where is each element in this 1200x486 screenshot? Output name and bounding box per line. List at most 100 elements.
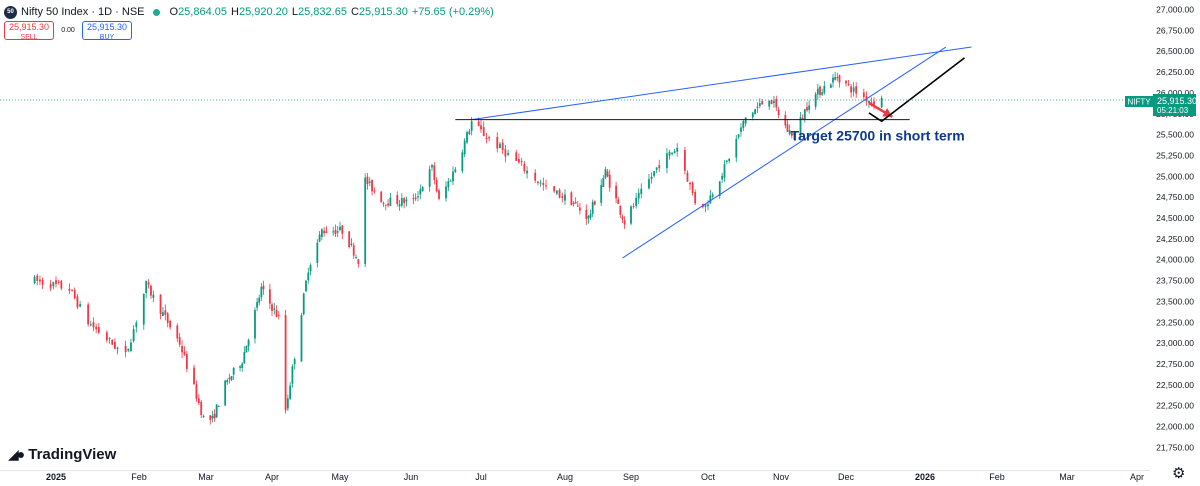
candle-body [396, 195, 399, 205]
candle-body [555, 190, 558, 194]
candle-body [880, 97, 883, 108]
candle-body [587, 215, 590, 219]
drawings-layer[interactable]: Target 25700 in short term [455, 46, 972, 259]
low-value: 25,832.65 [298, 6, 347, 18]
candle-body [468, 131, 471, 134]
candle-body [433, 165, 436, 181]
candle-body [838, 75, 841, 83]
candle-body [230, 376, 233, 380]
gear-icon[interactable]: ⚙ [1172, 465, 1186, 482]
candle-body [262, 285, 265, 290]
spread-value: 0.00 [61, 27, 75, 34]
y-tick-label: 25,250.00 [1156, 150, 1194, 160]
open-value: 25,864.05 [178, 6, 227, 18]
x-tick-label: Jun [404, 472, 419, 482]
x-tick-label: Jul [475, 472, 487, 482]
candle-body [366, 176, 369, 185]
close-value: 25,915.30 [358, 6, 408, 18]
high-value: 25,920.20 [238, 6, 288, 18]
candle-body [277, 314, 280, 316]
candle-body [585, 209, 588, 220]
x-tick-label: May [331, 472, 349, 482]
candle-body [721, 175, 724, 180]
candle-body [591, 202, 594, 214]
candle-body [89, 324, 92, 326]
candle-body [534, 172, 537, 181]
candle-body [773, 101, 775, 104]
candle-body [694, 192, 697, 204]
candle-body [600, 185, 603, 203]
candle-body [400, 198, 403, 206]
candle-body [777, 109, 780, 116]
projection-path [868, 57, 965, 123]
candle-body [589, 213, 592, 218]
candle-body [621, 216, 624, 220]
candle-body [684, 150, 686, 171]
candle-body [553, 186, 556, 192]
tradingview-branding[interactable]: ◢● TradingView [8, 446, 116, 463]
price-axis[interactable]: 27,000.00 26,750.00 26,500.00 26,250.00 26,0… [1156, 5, 1194, 453]
candle-body [438, 190, 440, 199]
candle-body [132, 329, 135, 342]
y-tick-label: 23,250.00 [1156, 317, 1194, 327]
candle-body [176, 325, 179, 339]
candle-body [671, 152, 673, 154]
y-tick-label: 22,750.00 [1156, 359, 1194, 369]
sell-button[interactable]: 25,915.30 SELL [4, 21, 54, 41]
countdown-text: 05:21:03 [1157, 106, 1189, 115]
candle-body [650, 176, 653, 180]
y-tick-label: 26,500.00 [1156, 46, 1194, 56]
candle-body [488, 137, 491, 139]
candle-body [520, 161, 523, 163]
candle-body [371, 179, 373, 192]
candle-body [286, 398, 289, 409]
y-tick-label: 26,750.00 [1156, 25, 1194, 35]
candle-body [799, 117, 802, 136]
candle-body [33, 276, 36, 284]
candle-body [870, 102, 873, 104]
candle-body [518, 159, 520, 163]
open-label: O [169, 6, 179, 18]
candle-body [200, 401, 203, 416]
candle-body [421, 187, 424, 192]
candle-body [348, 231, 351, 248]
candle-body [232, 367, 235, 375]
candle-body [814, 93, 817, 107]
symbol-title[interactable]: Nifty 50 Index · 1D · NSE [21, 6, 145, 18]
candle-body [836, 77, 839, 79]
candle-body [352, 245, 355, 256]
candle-body [735, 138, 738, 158]
candle-body [405, 199, 408, 202]
candle-body [197, 398, 200, 404]
candle-body [507, 153, 509, 155]
candle-body [39, 279, 41, 282]
candle-body [332, 231, 335, 233]
x-tick-label: Oct [701, 472, 716, 482]
candle-body [389, 197, 392, 206]
x-tick-label: Aug [557, 472, 573, 482]
y-tick-label: 23,500.00 [1156, 296, 1194, 306]
candle-body [711, 194, 714, 197]
candle-body [761, 101, 764, 105]
candle-body [111, 339, 114, 345]
symbol-tag-text: NIFTY [1127, 98, 1151, 107]
x-tick-label: Nov [773, 472, 790, 482]
candle-body [178, 337, 181, 345]
x-tick-label: Apr [265, 472, 279, 482]
candle-body [707, 204, 709, 207]
candle-body [658, 165, 661, 169]
candle-body [775, 98, 778, 108]
candle-body [477, 121, 480, 126]
candle-body [339, 226, 341, 231]
tradingview-name: TradingView [28, 446, 117, 463]
market-status-icon [152, 8, 160, 16]
candle-body [666, 153, 668, 169]
buy-button[interactable]: 25,915.30 BUY [82, 21, 132, 41]
candle-body [742, 121, 745, 129]
nifty-symbol-icon[interactable]: 50 [4, 5, 17, 19]
candle-body [60, 280, 63, 289]
candle-body [245, 345, 248, 353]
time-axis[interactable]: 2025 Feb Mar Apr May Jun Jul Aug Sep Oct Nov Dec 202… [0, 470, 1150, 483]
candle-body [164, 310, 167, 315]
